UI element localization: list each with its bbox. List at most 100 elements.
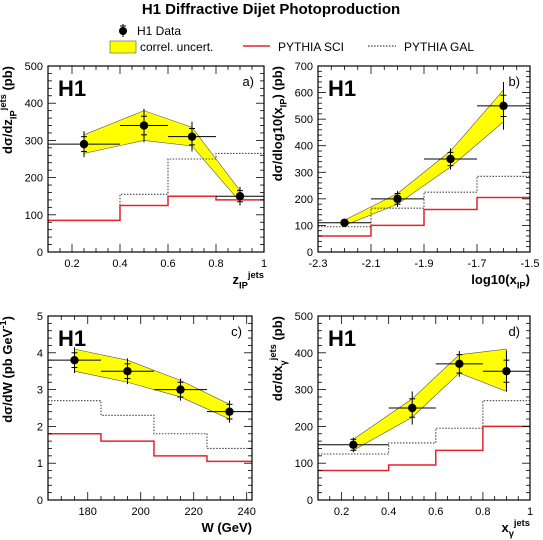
y-tick-label: 0 [37,247,43,259]
x-tick-label: 240 [238,506,256,518]
data-marker [139,121,149,130]
y-tick-label: 300 [25,135,43,147]
data-point [318,218,371,227]
x-tick-label: 1 [261,258,267,270]
data-marker [176,385,185,394]
panel-b: -2.3 -2.1 -1.9 -1.7 -1.5 0 100 200 300 400 500 600 7… [270,61,539,291]
data-point [48,347,101,374]
y-tick-label: 400 [25,98,43,110]
x-axis-label: xγjets [501,518,530,538]
h1-logo-tag: H1 [58,76,86,101]
data-marker [349,440,358,449]
y-tick-label: 100 [295,220,313,232]
panel-d: 0.2 0.4 0.6 0.8 1 0 100 200 300 400 500 H1 d) xγjets d… [268,311,533,539]
plot-frame [47,315,253,501]
data-marker [70,355,79,365]
correl-uncert-band [344,89,504,226]
y-tick-label: 0 [307,495,313,507]
data-marker [187,132,197,141]
y-tick-label: 400 [295,141,313,153]
y-tick-label: 300 [295,167,313,179]
panel-c: 180 200 220 240 0 1 2 3 4 5 H1 c) W (GeV) dσ/dW (pb G… [0,311,256,535]
pythia-gal-histogram [318,175,530,228]
data-point [153,378,207,401]
y-axis-label: dσ/dzIPjets (pb) [0,66,19,154]
pythia-sci-histogram [318,425,530,472]
y-axis-label: dσ/dxγjets (pb) [268,316,288,401]
data-marker [502,367,511,376]
x-tick-label: -2.1 [362,258,381,270]
data-point [318,437,389,453]
y-tick-label: 200 [25,173,43,185]
figure-header: H1 Diffractive Dijet Photoproduction H1 D… [109,1,474,54]
data-marker [393,194,402,204]
y-tick-label: 200 [295,421,313,433]
x-tick-label: 0.6 [428,506,443,518]
legend-gal-label: PYTHIA GAL [404,40,474,54]
panel-label: c) [231,324,242,339]
pythia-gal-histogram [48,400,252,450]
y-tick-label: 5 [37,311,43,323]
y-tick-label: 0 [37,495,43,507]
x-tick-label: 0.8 [475,506,490,518]
x-tick-label: -1.7 [468,258,487,270]
data-marker [225,407,234,416]
panel-label: a) [242,74,254,89]
data-marker [408,403,417,413]
data-marker [446,154,455,164]
data-marker [455,359,464,369]
y-tick-label: 500 [25,61,43,73]
y-tick-label: 400 [295,348,313,360]
panel-label: b) [508,74,520,89]
data-point [371,190,424,207]
data-point [388,391,436,425]
h1-logo-tag: H1 [58,326,86,351]
data-point [424,148,477,170]
y-axis-label: dσ/dW (pb GeV-1) [0,316,15,423]
legend-data-label: H1 Data [137,24,181,38]
data-point [435,350,483,377]
x-tick-label: -1.9 [415,258,434,270]
legend-band-label: correl. uncert. [140,40,213,54]
x-tick-label: 220 [185,506,203,518]
x-tick-label: -2.3 [309,258,328,270]
data-marker [499,101,508,111]
correl-uncert-band [83,110,241,203]
y-axis-label: dσ/dlog10(xIP) (pb) [270,66,289,181]
data-point [100,358,154,385]
data-point [206,400,252,423]
y-tick-label: 4 [37,348,43,360]
y-tick-label: 100 [295,458,313,470]
data-point [168,121,216,152]
legend-sci-label: PYTHIA SCI [278,40,344,54]
y-tick-label: 3 [37,385,43,397]
x-tick-label: 0.4 [112,258,127,270]
correl-uncert-band [74,348,230,420]
x-tick-label: 0.2 [334,506,349,518]
data-point [48,131,120,158]
data-marker [235,192,245,201]
y-tick-label: 1 [37,458,43,470]
x-tick-label: 0.2 [64,258,79,270]
h1-logo-tag: H1 [328,76,356,101]
pythia-gal-histogram [318,400,530,455]
x-axis-label: zIPjets [233,270,264,290]
x-axis-label: log10(xIP) [471,272,530,291]
data-marker [123,367,132,376]
panel-label: d) [508,324,520,339]
y-tick-label: 700 [295,61,313,73]
legend-data-marker [119,27,127,35]
figure-title: H1 Diffractive Dijet Photoproduction [142,1,400,18]
x-axis-label: W (GeV) [201,520,252,535]
x-tick-label: 200 [132,506,150,518]
data-point [477,81,530,130]
pythia-sci-histogram [48,195,264,222]
y-tick-label: 600 [295,88,313,100]
y-tick-label: 300 [295,385,313,397]
x-tick-label: -1.5 [521,258,540,270]
y-tick-label: 100 [25,210,43,222]
y-tick-label: 0 [307,247,313,259]
